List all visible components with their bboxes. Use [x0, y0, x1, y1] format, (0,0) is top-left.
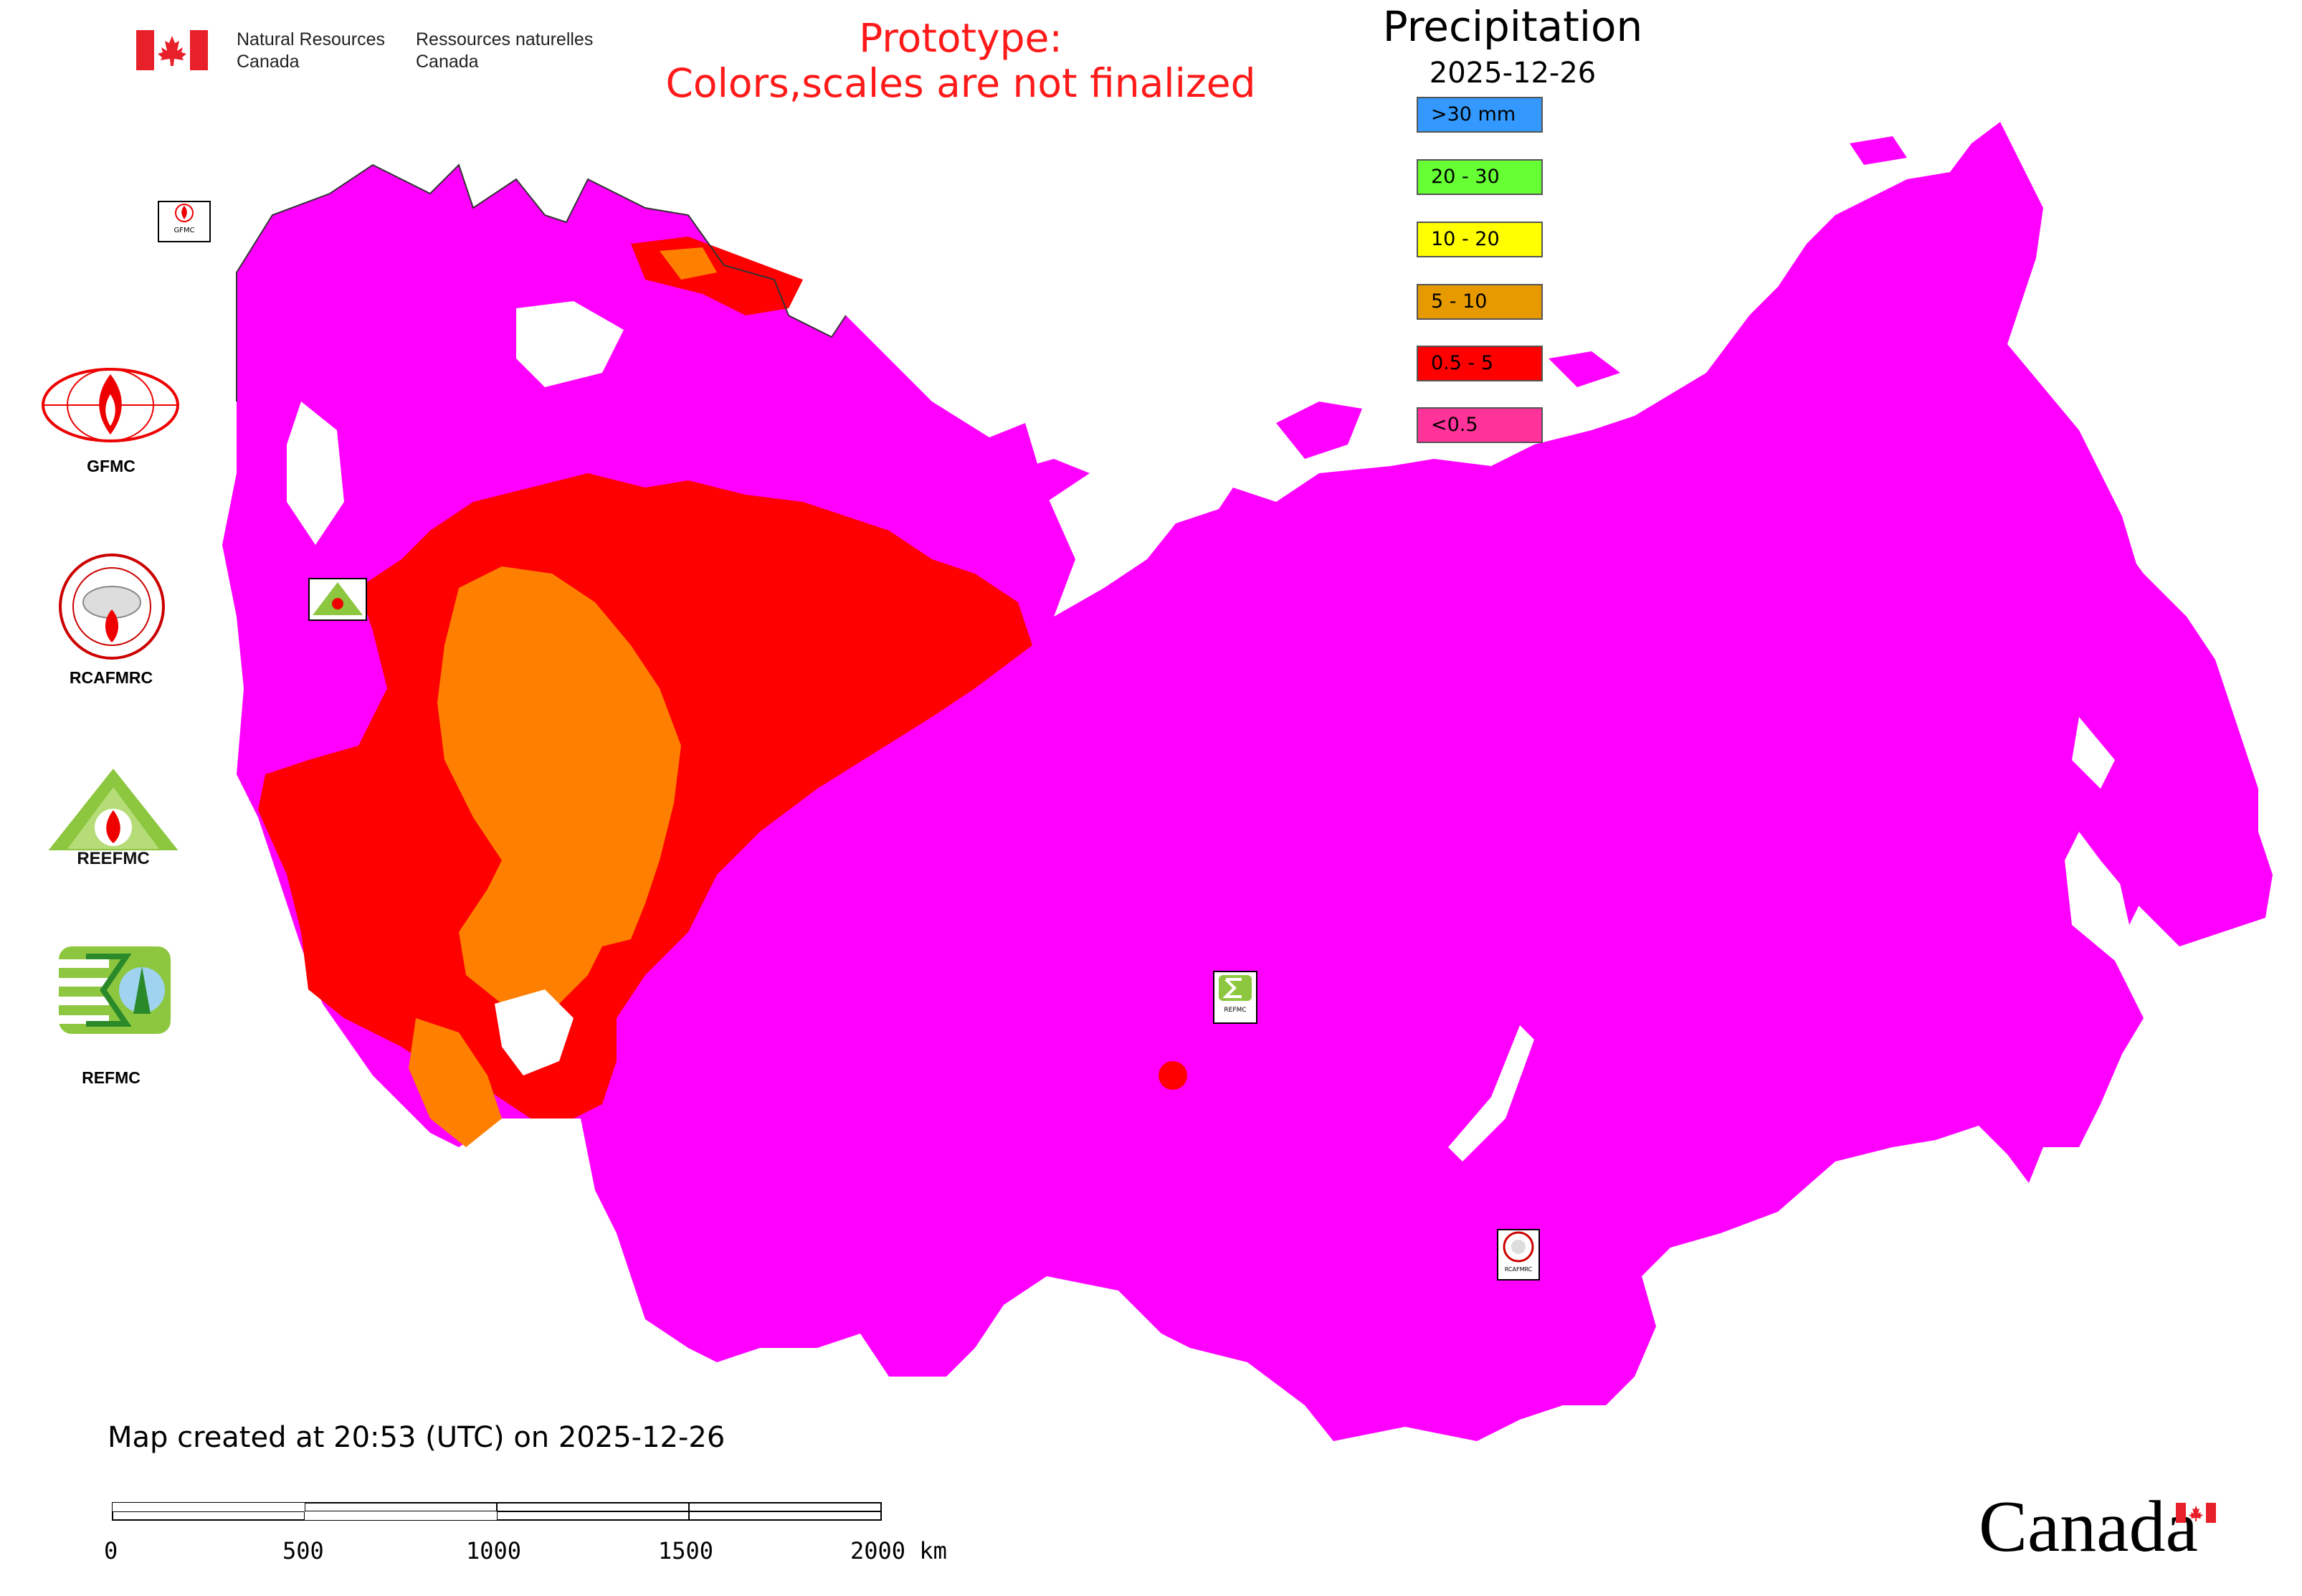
- reefmc-map-badge: [308, 578, 367, 621]
- land-russia-region: [222, 122, 2273, 1441]
- prototype-notice: Prototype: Colors,scales are not finaliz…: [574, 16, 1348, 106]
- prototype-line2: Colors,scales are not finalized: [665, 60, 1256, 106]
- org-name-en: Natural Resources Canada: [237, 29, 385, 73]
- legend-item: 5 - 10: [1417, 284, 1543, 320]
- gfmc-logo-icon: [42, 368, 179, 442]
- canada-wordmark-flag-icon: [2176, 1503, 2216, 1523]
- legend-item: 0.5 - 5: [1417, 346, 1543, 381]
- refmc-map-badge: REFMC: [1213, 971, 1257, 1024]
- scale-label: 0: [104, 1537, 118, 1564]
- prototype-line1: Prototype:: [859, 15, 1062, 61]
- scale-label: 1500: [658, 1537, 714, 1564]
- refmc-sigma-icon: [1219, 975, 1252, 1001]
- land-sakhalin: [2108, 789, 2144, 925]
- reefmc-triangle-icon: [313, 582, 363, 615]
- rcafmrc-badge-label: RCAFMRC: [1504, 1266, 1533, 1273]
- legend-item: <0.5: [1417, 407, 1543, 443]
- legend-item-label: 10 - 20: [1431, 228, 1500, 250]
- refmc-logo-label: REFMC: [82, 1068, 141, 1087]
- legend-item: 20 - 30: [1417, 159, 1543, 195]
- water-baltic: [287, 402, 344, 545]
- map-created-timestamp: Map created at 20:53 (UTC) on 2025-12-26: [108, 1421, 726, 1454]
- rain-region-orange-south: [409, 1018, 502, 1147]
- gfmc-badge-label: GFMC: [173, 227, 195, 234]
- legend-item-label: 20 - 30: [1431, 166, 1500, 188]
- land-new-siberian-islands: [1549, 351, 1620, 387]
- legend-item-label: 0.5 - 5: [1431, 352, 1494, 374]
- rcafmrc-map-badge: RCAFMRC: [1497, 1229, 1540, 1281]
- rcafmrc-logo-icon: [59, 554, 165, 660]
- legend-title: Precipitation: [1382, 2, 1643, 51]
- scale-label: 500: [282, 1537, 324, 1564]
- legend-date: 2025-12-26: [1429, 57, 1597, 90]
- canada-wordmark: Canada: [1979, 1486, 2198, 1567]
- refmc-logo-icon: [59, 946, 171, 1034]
- reefmc-logo-text: REEFMC: [77, 849, 149, 868]
- land-kamchatka: [2007, 344, 2144, 617]
- fire-icon: [175, 204, 194, 222]
- water-caspian: [495, 989, 574, 1075]
- org-name-fr: Ressources naturelles Canada: [416, 29, 593, 73]
- legend-item-label: >30 mm: [1431, 103, 1516, 125]
- legend-item: >30 mm: [1417, 97, 1543, 133]
- rain-region-orange: [437, 566, 681, 1004]
- rain-spot-central: [1159, 1061, 1187, 1090]
- legend-item-label: 5 - 10: [1431, 290, 1488, 313]
- land-novaya-zemlya: [961, 459, 1090, 545]
- scale-bar: [112, 1502, 882, 1521]
- org-fr-line2: Canada: [416, 52, 479, 72]
- gfmc-map-badge: GFMC: [158, 201, 211, 242]
- gfmc-logo-label: GFMC: [87, 457, 135, 475]
- map-outline: [236, 163, 847, 402]
- org-fr-line1: Ressources naturelles: [416, 29, 594, 49]
- reefmc-logo-icon: REEFMC: [42, 769, 185, 868]
- legend-item: 10 - 20: [1417, 222, 1543, 257]
- rcafmrc-seal-icon: [1503, 1231, 1534, 1263]
- org-en-line2: Canada: [237, 52, 300, 72]
- land-severnaya-zemlya: [1276, 402, 1362, 459]
- rcafmrc-logo-label: RCAFMRC: [69, 668, 153, 687]
- legend-item-label: <0.5: [1431, 414, 1478, 436]
- water-white-sea: [516, 301, 624, 387]
- scale-label: 1000: [466, 1537, 522, 1564]
- canada-flag-icon: [136, 30, 208, 70]
- water-baikal: [1448, 1025, 1534, 1162]
- rain-region-north-orange: [660, 247, 717, 280]
- scale-label: 2000 km: [850, 1537, 947, 1564]
- water-okhotsk: [2072, 717, 2115, 789]
- land-wrangel: [1850, 136, 1907, 165]
- org-en-line1: Natural Resources: [237, 29, 386, 49]
- refmc-badge-label: REFMC: [1224, 1007, 1247, 1014]
